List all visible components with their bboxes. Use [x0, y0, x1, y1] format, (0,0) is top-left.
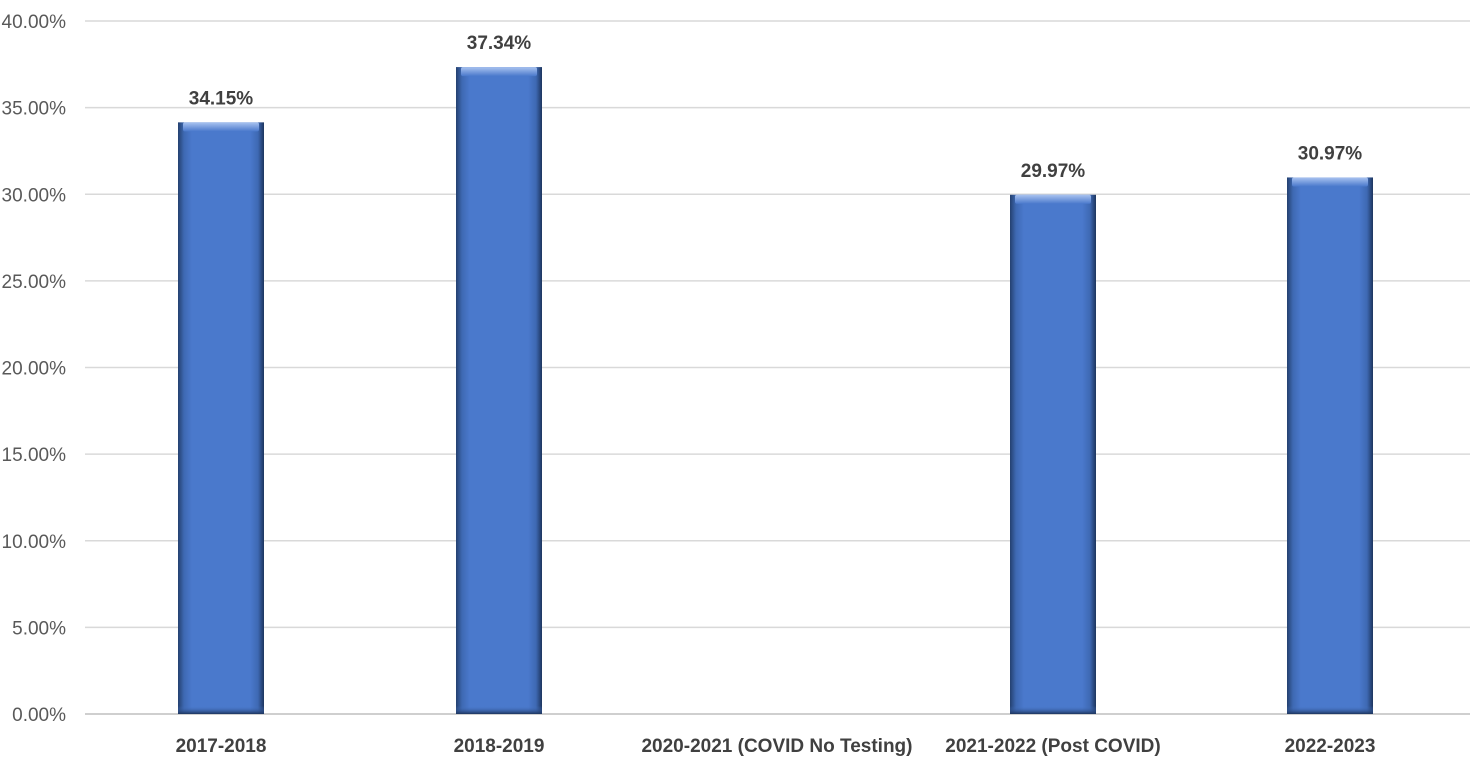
bar-bevel-bottom — [178, 706, 264, 714]
y-tick-label: 30.00% — [2, 185, 67, 206]
data-label: 29.97% — [1021, 161, 1086, 182]
x-tick-label: 2020-2021 (COVID No Testing) — [641, 736, 912, 757]
y-axis: 0.00% 5.00% 10.00% 15.00% 20.00% 25.00% 30.00%… — [2, 12, 67, 726]
gridlines — [85, 20, 1470, 715]
y-tick-label: 40.00% — [2, 12, 67, 33]
y-tick-label: 5.00% — [12, 618, 66, 639]
bar-bevel-top — [1292, 177, 1368, 187]
y-tick-label: 15.00% — [2, 445, 67, 466]
bars — [178, 67, 1373, 715]
x-tick-label: 2017-2018 — [176, 736, 267, 757]
data-labels: 34.15% 37.34% 29.97% 30.97% — [189, 33, 1363, 182]
bar — [1010, 194, 1096, 714]
bar-bevel-top — [1015, 194, 1091, 204]
bar — [1287, 177, 1373, 714]
y-tick-label: 20.00% — [2, 359, 67, 380]
bar-bevel-top — [461, 67, 537, 77]
x-tick-label: 2018-2019 — [454, 736, 545, 757]
x-tick-label: 2021-2022 (Post COVID) — [945, 736, 1160, 757]
data-label: 34.15% — [189, 88, 254, 109]
bar-body — [178, 122, 264, 714]
bar — [456, 67, 542, 715]
bar-body — [1010, 194, 1096, 714]
y-tick-label: 10.00% — [2, 532, 67, 553]
data-label: 30.97% — [1298, 143, 1363, 164]
bar-bevel-bottom — [456, 706, 542, 714]
y-tick-label: 25.00% — [2, 272, 67, 293]
bar-bevel-top — [183, 122, 259, 132]
bar-bevel-bottom — [1287, 706, 1373, 714]
y-tick-label: 35.00% — [2, 99, 67, 120]
x-tick-label: 2022-2023 — [1285, 736, 1376, 757]
x-axis: 2017-2018 2018-2019 2020-2021 (COVID No Te… — [176, 736, 1376, 757]
y-tick-label: 0.00% — [12, 705, 66, 726]
bar-body — [456, 67, 542, 715]
bar-bevel-bottom — [1010, 706, 1096, 714]
data-label: 37.34% — [467, 33, 532, 54]
bar — [178, 122, 264, 714]
bar-body — [1287, 177, 1373, 714]
